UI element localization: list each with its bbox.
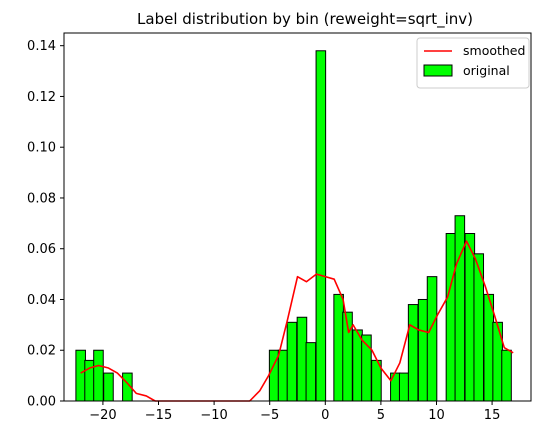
bar: [76, 350, 86, 401]
bar: [455, 216, 465, 401]
x-tick-label: −10: [200, 408, 227, 423]
x-tick-label: 0: [321, 408, 329, 423]
x-tick-label: −5: [260, 408, 279, 423]
y-tick-label: 0.06: [27, 242, 56, 257]
bar: [399, 373, 409, 401]
x-tick-label: −15: [145, 408, 172, 423]
y-tick-label: 0.08: [27, 191, 56, 206]
bar: [465, 234, 475, 402]
y-tick-label: 0.04: [27, 293, 56, 308]
legend: smoothed original: [417, 38, 529, 88]
plot-layer: [76, 51, 513, 401]
bar: [287, 322, 297, 401]
y-tick-label: 0.00: [27, 395, 56, 410]
bar: [278, 350, 288, 401]
bar: [408, 305, 418, 401]
chart-title: Label distribution by bin (reweight=sqrt…: [137, 10, 473, 29]
bar: [94, 350, 104, 401]
x-tick-label: −20: [89, 408, 116, 423]
legend-original-swatch: [424, 65, 452, 76]
y-tick-label: 0.14: [27, 39, 56, 54]
x-tick-label: 10: [428, 408, 445, 423]
bar: [427, 277, 437, 401]
legend-smoothed-label: smoothed: [463, 43, 525, 58]
bar: [353, 330, 363, 401]
bar: [104, 373, 114, 401]
bar: [446, 234, 456, 402]
legend-original-label: original: [463, 63, 510, 78]
x-tick-label: 5: [377, 408, 385, 423]
bar: [306, 343, 316, 401]
x-tick-label: 15: [484, 408, 501, 423]
bar: [418, 299, 428, 401]
y-tick-label: 0.10: [27, 141, 56, 156]
y-tick-label: 0.12: [27, 90, 56, 105]
y-tick-label: 0.02: [27, 344, 56, 359]
bar: [297, 317, 307, 401]
bar: [502, 350, 512, 401]
bar: [316, 51, 326, 401]
bar: [334, 294, 344, 401]
